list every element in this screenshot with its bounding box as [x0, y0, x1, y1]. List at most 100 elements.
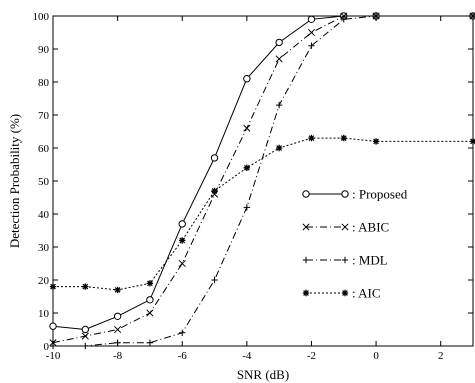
marker-asterisk	[211, 187, 218, 195]
x-tick-label: -2	[307, 350, 316, 362]
data-point	[308, 134, 315, 142]
marker-x	[341, 223, 349, 231]
data-point	[49, 342, 57, 350]
marker-asterisk	[243, 164, 251, 171]
data-point	[146, 296, 154, 304]
marker-x	[275, 55, 283, 63]
series-line	[52, 15, 473, 331]
data-point	[49, 322, 57, 330]
series-0	[49, 12, 475, 334]
data-point	[243, 204, 251, 211]
data-point	[179, 329, 186, 336]
y-tick-label: 0	[44, 341, 50, 353]
marker-plus	[372, 12, 380, 20]
y-tick-label: 20	[38, 275, 50, 287]
data-point	[469, 12, 475, 20]
x-tick-label: -6	[178, 350, 188, 362]
marker-asterisk	[49, 283, 57, 290]
x-tick-label: -4	[242, 350, 252, 362]
legend-marker	[341, 223, 349, 231]
y-axis-ticks: 0 10 20 30 40 50 60 70 80 90 100	[33, 11, 473, 353]
y-tick-label: 70	[38, 110, 50, 122]
data-point	[114, 339, 121, 346]
legend-marker	[341, 289, 349, 297]
marker-asterisk	[302, 289, 310, 297]
data-point	[114, 286, 121, 294]
marker-plus	[302, 256, 310, 264]
series-1	[49, 12, 475, 347]
data-point	[340, 12, 348, 20]
data-point	[469, 138, 475, 145]
marker-plus	[49, 342, 57, 350]
marker-plus	[146, 339, 154, 346]
marker-circle	[81, 325, 90, 334]
marker-circle	[146, 296, 154, 304]
marker-asterisk	[82, 283, 89, 290]
marker-asterisk	[340, 134, 347, 142]
marker-asterisk	[114, 286, 121, 294]
series-layer	[49, 12, 475, 350]
legend-marker	[302, 190, 310, 198]
data-point	[179, 237, 186, 244]
data-point	[275, 101, 283, 109]
series-3	[49, 134, 475, 294]
marker-circle	[113, 312, 122, 320]
marker-circle	[341, 190, 349, 198]
marker-plus	[275, 101, 283, 109]
marker-asterisk	[469, 138, 475, 145]
data-point	[275, 144, 283, 152]
legend-marker	[341, 190, 349, 198]
data-point	[49, 339, 57, 347]
legend-entry-2: : MDL	[302, 253, 388, 268]
data-point	[243, 75, 251, 83]
marker-x	[81, 332, 89, 340]
x-tick-label: 0	[373, 350, 379, 362]
marker-asterisk	[146, 280, 154, 287]
marker-x	[302, 223, 310, 231]
legend-marker	[341, 256, 349, 264]
marker-plus	[82, 342, 89, 350]
marker-asterisk	[275, 144, 283, 152]
series-line	[53, 15, 473, 347]
series-2	[49, 12, 475, 350]
legend-marker	[302, 223, 310, 231]
legend-label: : Proposed	[352, 187, 408, 202]
y-tick-label: 50	[38, 176, 50, 188]
x-tick-label: -8	[113, 350, 123, 362]
data-point	[178, 220, 186, 228]
data-point	[211, 276, 218, 284]
data-point	[340, 16, 347, 23]
data-point	[49, 283, 57, 290]
series-line	[53, 137, 473, 291]
marker-asterisk	[308, 134, 315, 142]
marker-circle	[302, 190, 310, 198]
marker-x	[178, 259, 186, 268]
marker-plus	[211, 276, 218, 284]
marker-plus	[114, 339, 121, 346]
legend-entry-0: : Proposed	[302, 187, 408, 202]
data-point	[307, 15, 316, 23]
marker-asterisk	[341, 289, 349, 297]
data-point	[243, 164, 251, 171]
data-point	[114, 325, 122, 334]
data-point	[82, 283, 89, 290]
y-axis-label: Detection Probability (%)	[7, 114, 22, 248]
data-point	[275, 38, 283, 47]
marker-circle	[178, 220, 186, 228]
marker-x	[307, 28, 316, 37]
marker-plus	[340, 16, 347, 23]
legend-entry-3: : AIC	[302, 286, 381, 301]
marker-x	[49, 339, 57, 347]
data-point	[211, 187, 218, 195]
y-tick-label: 100	[33, 11, 50, 23]
data-point	[372, 12, 380, 20]
data-point	[210, 190, 219, 198]
series-line	[52, 15, 473, 344]
data-point	[81, 332, 89, 340]
marker-x	[243, 124, 251, 132]
data-point	[178, 259, 186, 268]
marker-circle	[307, 15, 316, 23]
y-tick-label: 60	[38, 143, 50, 155]
marker-plus	[341, 256, 349, 264]
legend-label: : MDL	[352, 253, 388, 268]
